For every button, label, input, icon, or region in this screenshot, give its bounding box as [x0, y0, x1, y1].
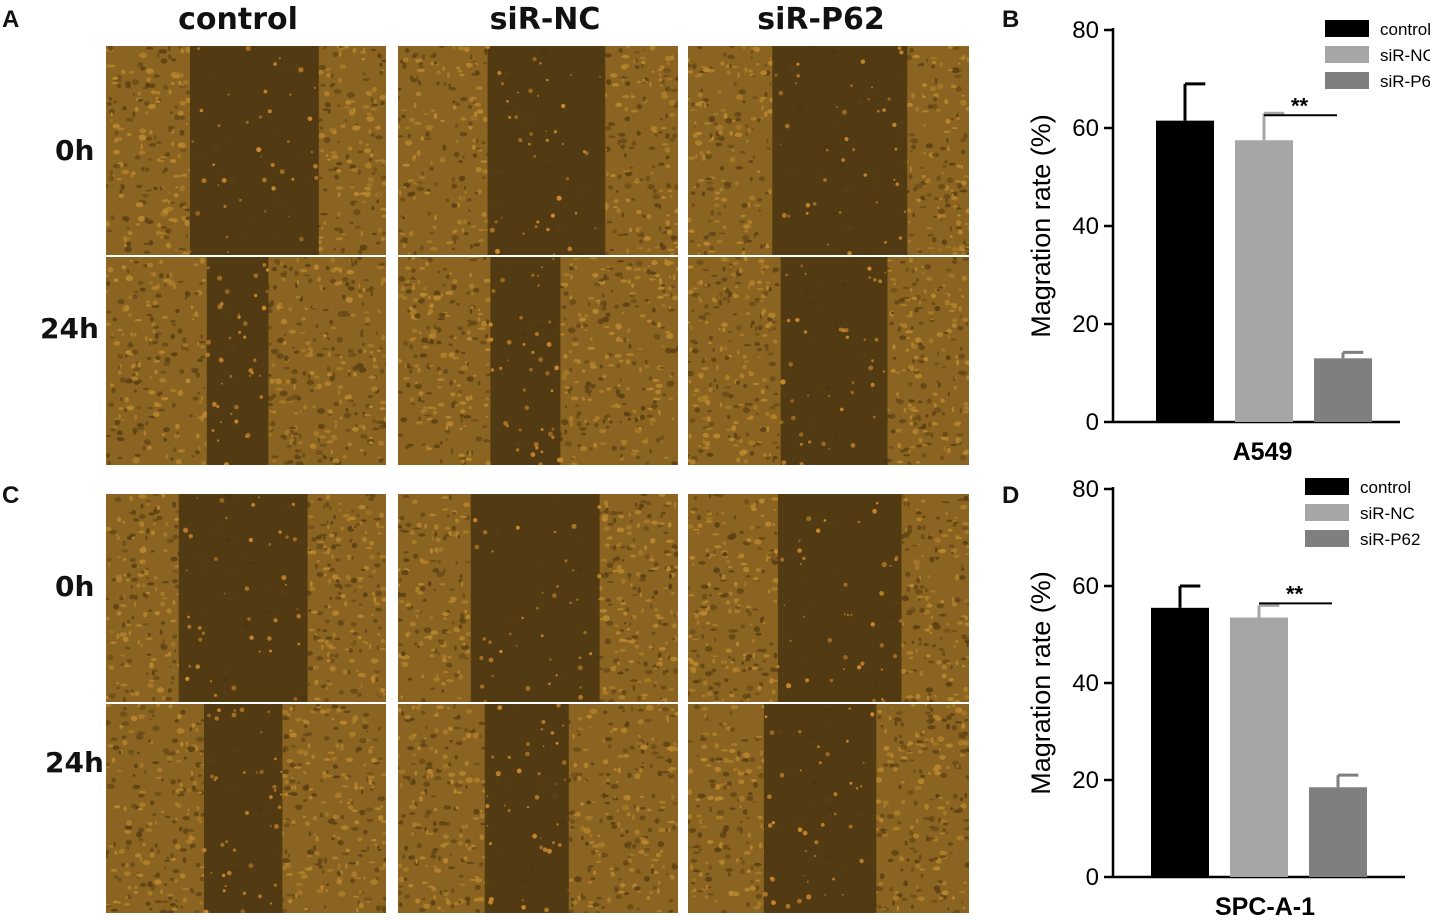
- y-tick-label-20: 20: [1072, 311, 1099, 338]
- micrograph-c-control-0h: [106, 494, 386, 702]
- micrograph-a-sirnc-24h: [398, 257, 678, 465]
- legend-swatch-control: [1305, 478, 1349, 495]
- row-label-c-0h: 0h: [55, 570, 95, 603]
- y-tick-label-0: 0: [1086, 864, 1099, 891]
- column-header-control: control: [178, 2, 298, 37]
- panel-letter-a: A: [2, 6, 20, 33]
- legend-label-sir-p62: siR-P62: [1360, 530, 1420, 549]
- panel-letter-d: D: [1002, 482, 1020, 509]
- legend-swatch-control: [1325, 20, 1369, 37]
- micrograph-c-sirp62-24h: [688, 704, 969, 913]
- y-tick-label-0: 0: [1086, 409, 1099, 436]
- y-axis-label: Magration rate (%): [1026, 114, 1056, 338]
- column-header-sir-p62: siR-P62: [757, 2, 885, 37]
- legend-label-sir-nc: siR-NC: [1360, 504, 1415, 523]
- micrograph-c-sirnc-24h: [398, 704, 678, 913]
- x-axis-label: SPC-A-1: [1215, 893, 1315, 920]
- bar-control: [1151, 607, 1209, 877]
- legend-swatch-sir-p62: [1325, 72, 1369, 89]
- row-label-c-24h: 24h: [45, 746, 104, 779]
- micrograph-a-sirp62-0h: [688, 46, 969, 255]
- micrograph-a-sirnc-0h: [398, 46, 678, 255]
- micrograph-a-sirp62-24h: [688, 257, 969, 465]
- bar-sir-nc: [1235, 140, 1293, 422]
- legend-label-sir-p62: siR-P62: [1380, 72, 1430, 91]
- panel-letter-b: B: [1002, 6, 1020, 33]
- bar-sir-p62: [1309, 787, 1367, 877]
- y-tick-label-20: 20: [1072, 767, 1099, 794]
- bar-control: [1156, 120, 1214, 423]
- y-tick-label-60: 60: [1072, 573, 1099, 600]
- legend-swatch-sir-p62: [1305, 530, 1349, 547]
- micrograph-c-sirnc-0h: [398, 494, 678, 702]
- x-axis-label: A549: [1233, 438, 1293, 466]
- micrograph-a-control-0h: [106, 46, 386, 255]
- column-header-sir-nc: siR-NC: [489, 2, 601, 37]
- panel-letter-c: C: [2, 482, 20, 509]
- y-tick-label-40: 40: [1072, 670, 1099, 697]
- significance-label: **: [1286, 581, 1304, 606]
- bar-sir-p62: [1314, 358, 1372, 422]
- micrograph-c-control-24h: [106, 704, 386, 913]
- micrograph-c-sirp62-0h: [688, 494, 969, 702]
- bar-chart-a549: 0 20 40 60 80 Magration rate (%) A549 ** control…: [1026, 17, 1430, 466]
- bar-chart-spc-a-1: 0 20 40 60 80 Magration rate (%) SPC-A-1 ** cont…: [1026, 476, 1420, 920]
- y-tick-label-80: 80: [1072, 17, 1099, 44]
- legend-label-sir-nc: siR-NC: [1380, 46, 1430, 65]
- bar-sir-nc: [1230, 617, 1288, 877]
- row-label-a-0h: 0h: [55, 134, 95, 167]
- legend-label-control: control: [1360, 478, 1411, 497]
- row-label-a-24h: 24h: [40, 312, 99, 345]
- significance-label: **: [1291, 93, 1309, 118]
- micrograph-a-control-24h: [106, 257, 386, 465]
- y-tick-label-60: 60: [1072, 115, 1099, 142]
- y-tick-label-80: 80: [1072, 476, 1099, 503]
- y-axis-label: Magration rate (%): [1026, 571, 1056, 795]
- legend-swatch-sir-nc: [1325, 46, 1369, 63]
- legend-swatch-sir-nc: [1305, 504, 1349, 521]
- legend-label-control: control: [1380, 20, 1430, 39]
- y-tick-label-40: 40: [1072, 213, 1099, 240]
